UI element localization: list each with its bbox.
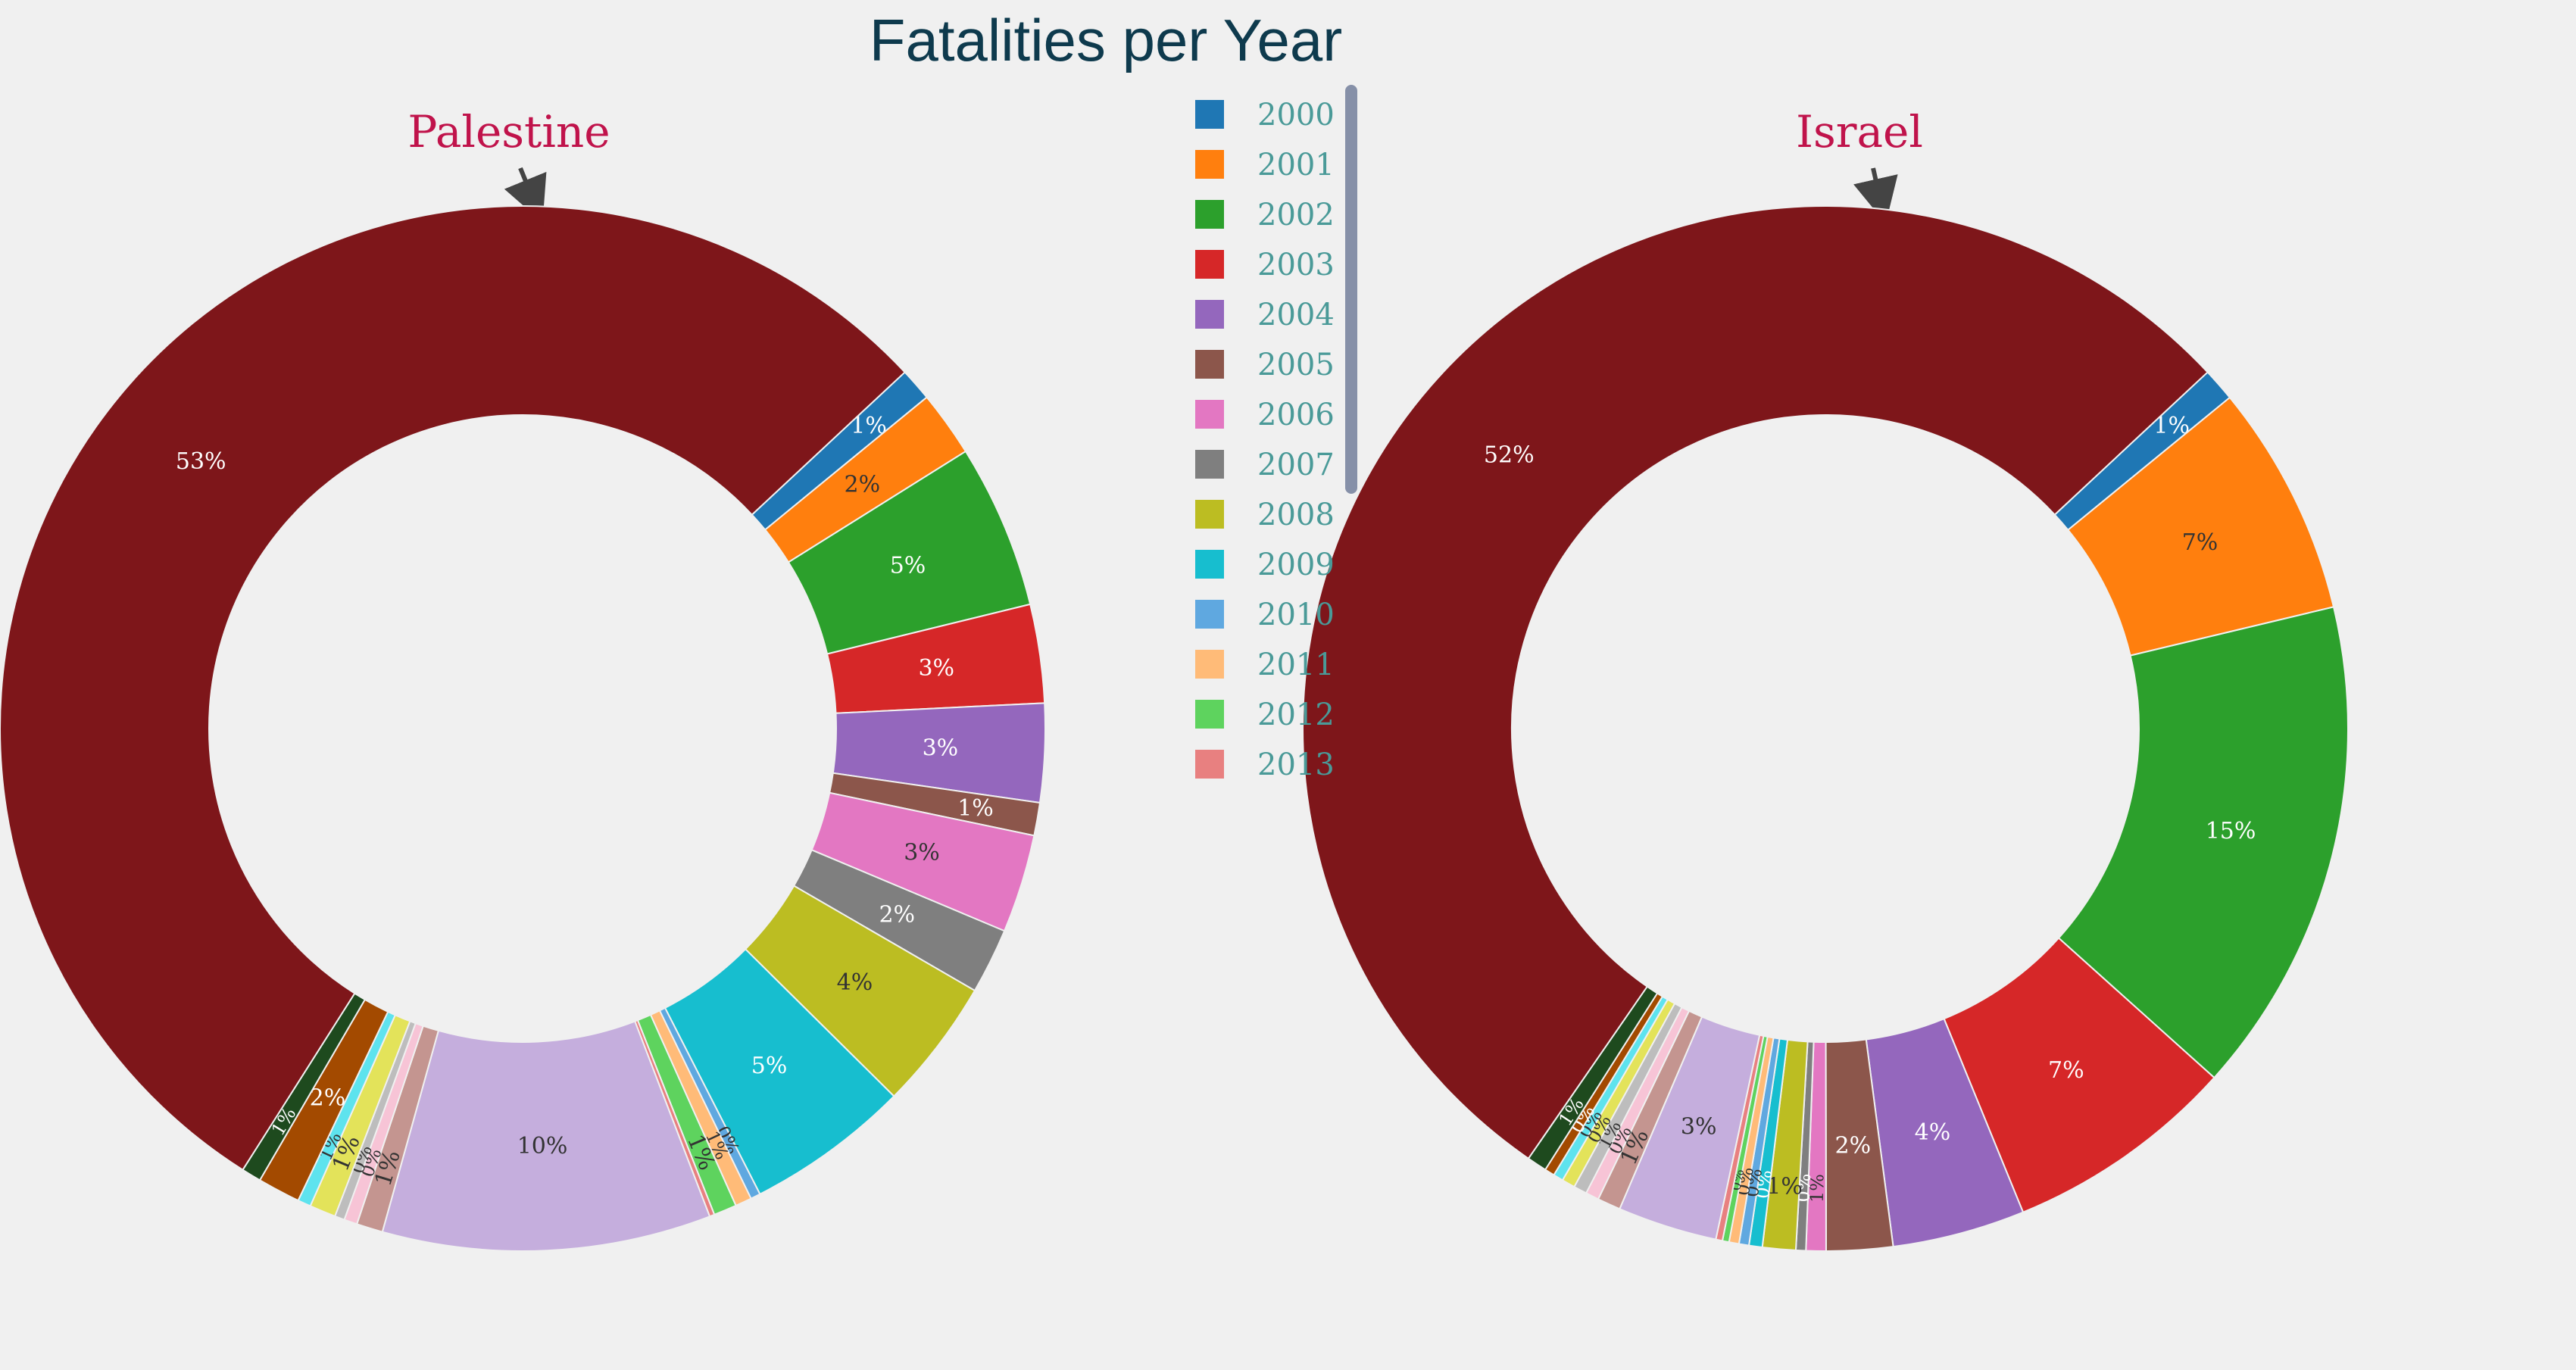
- slice-label: 1%: [1806, 1174, 1828, 1203]
- donut-palestine: 1%2%5%3%3%1%3%2%4%5%0%1%1%10%1%0%0%1%1%2…: [0, 204, 1046, 1252]
- legend-item[interactable]: 2006: [1195, 392, 1347, 438]
- legend-item[interactable]: 2004: [1195, 292, 1347, 338]
- slice-label: 5%: [751, 1053, 788, 1079]
- legend-swatch: [1195, 700, 1224, 729]
- legend-item[interactable]: 2009: [1195, 542, 1347, 588]
- legend-label: 2009: [1257, 548, 1335, 582]
- legend-item[interactable]: 2010: [1195, 592, 1347, 638]
- legend-label: 2010: [1257, 598, 1335, 632]
- donut-slice[interactable]: [1302, 204, 2209, 1160]
- slice-label: 1%: [1766, 1173, 1803, 1200]
- legend-swatch: [1195, 400, 1224, 429]
- legend-item[interactable]: 2013: [1195, 742, 1347, 788]
- legend-item[interactable]: 2011: [1195, 642, 1347, 688]
- slice-label: 3%: [923, 735, 959, 761]
- legend-item[interactable]: 2000: [1195, 92, 1347, 138]
- legend-item[interactable]: 2001: [1195, 142, 1347, 188]
- legend-swatch: [1195, 550, 1224, 579]
- legend-item[interactable]: 2005: [1195, 342, 1347, 388]
- legend-label: 2007: [1257, 448, 1335, 482]
- legend-swatch: [1195, 350, 1224, 379]
- legend-label: 2004: [1257, 298, 1335, 332]
- palestine-arrow-icon: [504, 167, 547, 223]
- slice-label: 3%: [918, 655, 954, 682]
- slice-label: 3%: [1681, 1114, 1717, 1141]
- donut-slice[interactable]: [381, 1020, 711, 1252]
- legend-label: 2012: [1257, 697, 1335, 732]
- legend-label: 2011: [1257, 648, 1335, 682]
- legend-swatch: [1195, 500, 1224, 529]
- legend-swatch: [1195, 100, 1224, 129]
- legend-scrollbar[interactable]: [1345, 85, 1357, 494]
- slice-label: 15%: [2206, 818, 2256, 844]
- slice-label: 1%: [957, 795, 994, 822]
- legend-label: 2013: [1257, 747, 1335, 782]
- slice-label: 2%: [845, 471, 881, 498]
- donut-slice[interactable]: [2057, 606, 2349, 1079]
- slice-label: 2%: [1834, 1132, 1871, 1159]
- slice-label: 4%: [1915, 1119, 1951, 1146]
- donut-title-israel: Israel: [1796, 106, 1923, 158]
- slice-label: 3%: [904, 840, 940, 866]
- legend-label: 2006: [1257, 398, 1335, 432]
- chart-title: Fatalities per Year: [869, 7, 1343, 73]
- slice-label: 4%: [837, 969, 873, 996]
- legend-swatch: [1195, 650, 1224, 679]
- legend-swatch: [1195, 300, 1224, 329]
- slice-label: 53%: [176, 448, 226, 475]
- donut-title-palestine: Palestine: [407, 106, 610, 158]
- legend-label: 2008: [1257, 498, 1335, 532]
- slice-label: 7%: [2048, 1057, 2084, 1084]
- israel-arrow-icon: [1853, 167, 1898, 224]
- legend-item[interactable]: 2002: [1195, 192, 1347, 238]
- legend-label: 2003: [1257, 248, 1335, 282]
- legend-swatch: [1195, 250, 1224, 279]
- legend-swatch: [1195, 600, 1224, 629]
- legend-swatch: [1195, 200, 1224, 229]
- legend-item[interactable]: 2003: [1195, 242, 1347, 288]
- legend-swatch: [1195, 450, 1224, 479]
- slice-label: 10%: [517, 1133, 568, 1159]
- legend-label: 2005: [1257, 348, 1335, 382]
- legend-swatch: [1195, 150, 1224, 179]
- legend-item[interactable]: 2007: [1195, 442, 1347, 488]
- slice-label: 2%: [879, 901, 915, 928]
- legend-item[interactable]: 2012: [1195, 692, 1347, 738]
- legend-item[interactable]: 2008: [1195, 492, 1347, 538]
- legend-label: 2001: [1257, 148, 1335, 183]
- slice-label: 5%: [890, 553, 926, 579]
- slice-label: 7%: [2182, 529, 2218, 556]
- slice-label: 2%: [310, 1085, 346, 1112]
- donut-slice[interactable]: [0, 204, 907, 1172]
- donut-israel: 1%7%15%7%4%2%1%0%1%0%0%0%0%3%1%0%1%0%0%0…: [1302, 204, 2349, 1253]
- slice-label: 52%: [1484, 442, 1535, 469]
- legend-swatch: [1195, 750, 1224, 779]
- legend-label: 2000: [1257, 98, 1335, 133]
- legend-label: 2002: [1257, 198, 1335, 232]
